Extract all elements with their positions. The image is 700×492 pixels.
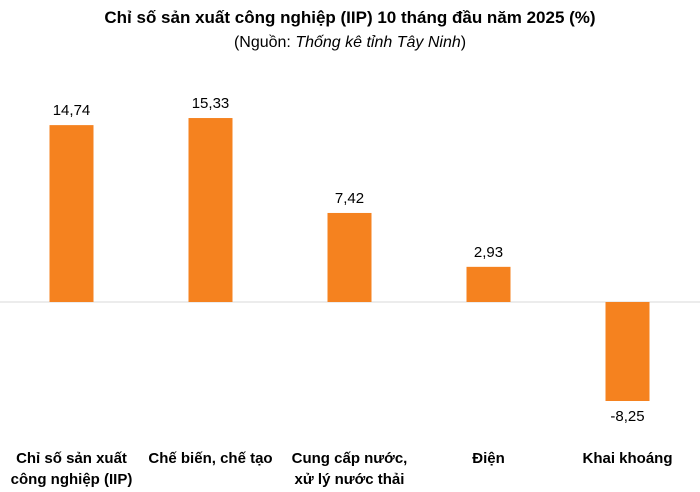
data-label: 2,93 (474, 244, 503, 261)
chart-title: Chỉ số sản xuất công nghiệp (IIP) 10 thá… (104, 8, 596, 27)
subtitle-prefix: (Nguồn: (233, 34, 296, 51)
subtitle-suffix: ) (460, 34, 467, 51)
bar (466, 266, 511, 302)
bar (327, 212, 372, 302)
bar (188, 118, 233, 302)
data-label: 7,42 (335, 190, 364, 207)
category-label: xử lý nước thải (295, 471, 405, 488)
category-label: công nghiệp (IIP) (11, 471, 133, 488)
data-label: 15,33 (192, 95, 230, 112)
category-label: Điện (472, 450, 505, 467)
category-label: Cung cấp nước, (292, 450, 408, 467)
data-label: 14,74 (53, 102, 91, 119)
subtitle-source: Thống kê tỉnh Tây Ninh (295, 34, 461, 51)
category-label: Khai khoáng (582, 450, 672, 467)
category-label: Chế biến, chế tạo (148, 450, 272, 467)
category-label: Chỉ số sản xuất (16, 450, 127, 467)
bar (49, 125, 94, 303)
chart-subtitle: (Nguồn: Thống kê tỉnh Tây Ninh) (0, 34, 700, 52)
bar (605, 302, 650, 401)
data-label: -8,25 (610, 408, 644, 425)
